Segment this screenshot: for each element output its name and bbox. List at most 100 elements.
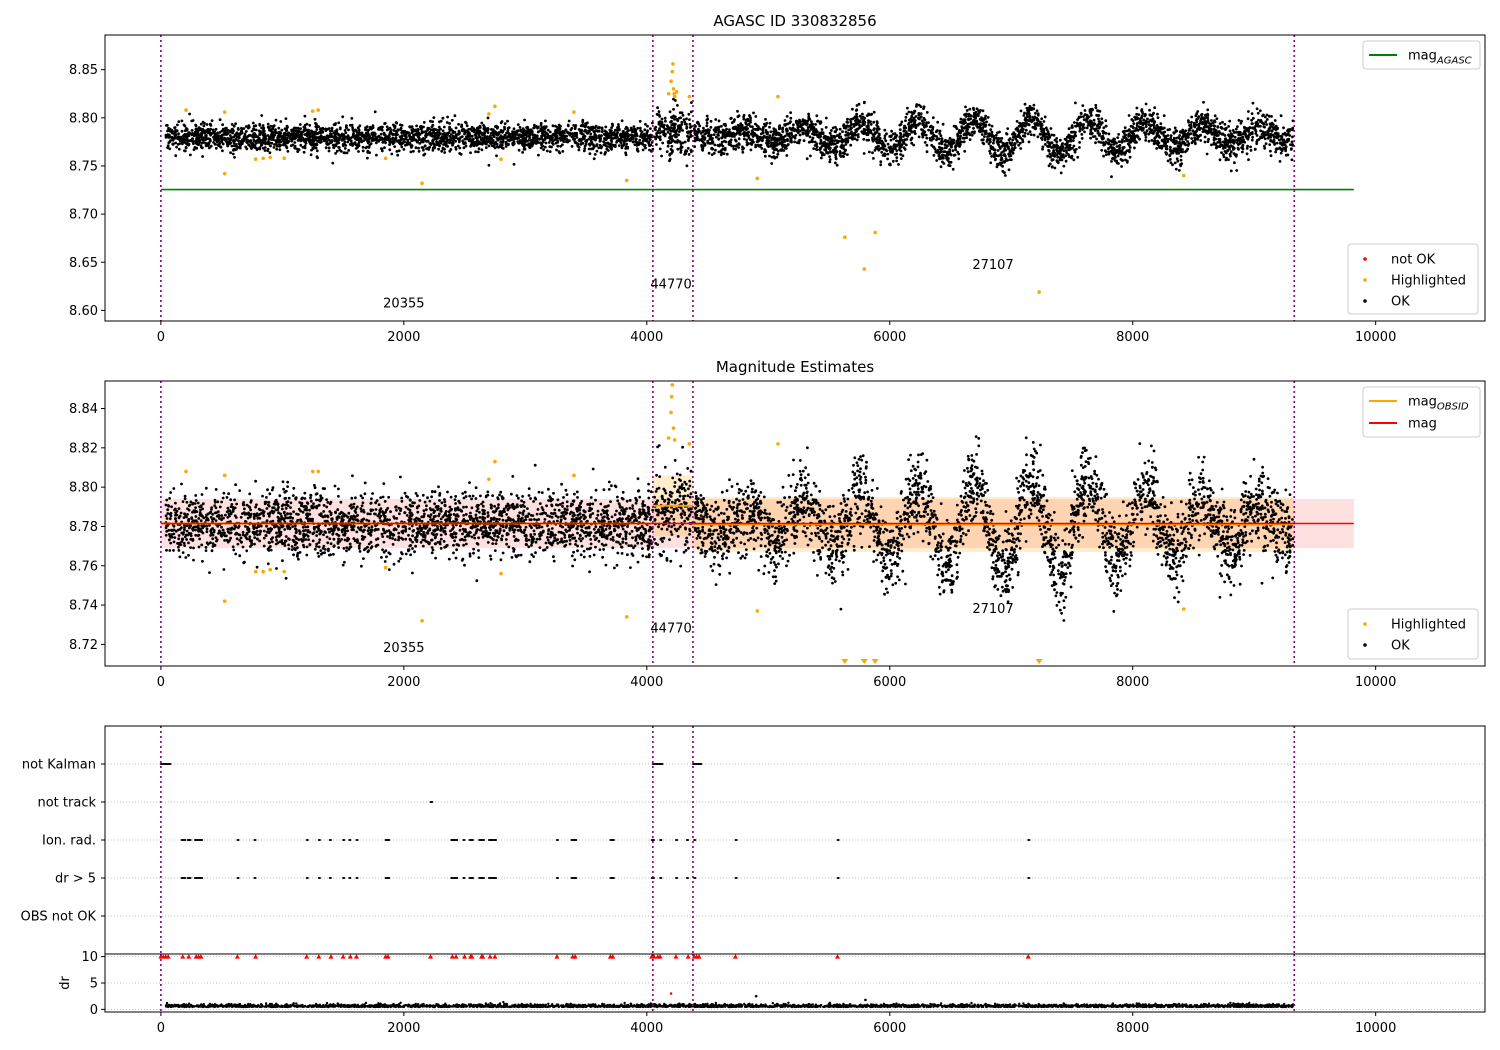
ok-point xyxy=(815,114,819,118)
ok-point xyxy=(1036,112,1040,115)
ok-point xyxy=(948,161,951,164)
ok-point xyxy=(1216,141,1220,144)
ok-point xyxy=(985,120,988,124)
ok-point xyxy=(962,133,966,137)
ok-point xyxy=(980,133,984,136)
ok-point xyxy=(475,141,478,145)
ok-point xyxy=(355,133,359,137)
ok-point xyxy=(344,125,348,129)
ok-point xyxy=(483,132,486,136)
ok-point xyxy=(266,149,270,153)
ok-point xyxy=(483,126,487,130)
ok-point xyxy=(1072,121,1076,124)
ok-point xyxy=(796,125,800,129)
ok-point xyxy=(307,131,311,135)
ok-point xyxy=(1071,139,1075,143)
ok-point xyxy=(458,137,461,141)
ok-point xyxy=(609,131,613,135)
ok-point xyxy=(689,148,693,152)
ok-point xyxy=(1210,119,1213,122)
ok-point xyxy=(655,112,659,116)
ok-point xyxy=(994,133,998,137)
ok-point xyxy=(367,146,371,149)
ok-point xyxy=(496,133,499,137)
ok-point xyxy=(734,139,738,143)
ok-point xyxy=(662,126,666,129)
ok-point xyxy=(678,130,681,134)
ok-point xyxy=(512,162,516,166)
ok-point xyxy=(501,141,505,144)
ok-point xyxy=(496,145,499,149)
ok-point xyxy=(689,125,693,129)
ok-point xyxy=(315,155,319,159)
ok-point xyxy=(702,126,705,130)
ok-point xyxy=(394,121,398,124)
ok-point xyxy=(861,112,864,116)
ok-point xyxy=(253,144,257,147)
ok-point xyxy=(1153,106,1157,110)
ok-point xyxy=(173,126,177,129)
ok-point xyxy=(1181,150,1185,154)
ok-point xyxy=(610,126,613,129)
ok-point xyxy=(220,140,224,144)
ok-point xyxy=(761,139,764,143)
ok-point xyxy=(600,134,603,138)
ok-point xyxy=(1221,120,1224,124)
ok-point xyxy=(258,122,262,126)
ok-point xyxy=(337,121,341,125)
ok-point xyxy=(406,138,410,142)
ok-point xyxy=(1258,109,1262,113)
ok-point xyxy=(1023,111,1026,115)
ok-point xyxy=(476,150,480,154)
ok-point xyxy=(655,143,658,146)
ok-point xyxy=(392,125,396,128)
ok-point xyxy=(1110,175,1113,179)
ok-point xyxy=(1200,112,1204,116)
ok-point xyxy=(688,118,691,121)
ok-point xyxy=(673,115,677,119)
ok-point xyxy=(586,121,589,125)
ok-point xyxy=(900,120,904,124)
ok-point xyxy=(204,131,207,134)
ok-point xyxy=(556,144,560,148)
ok-point xyxy=(518,126,522,129)
ok-point xyxy=(333,123,337,126)
ok-point xyxy=(625,130,629,134)
ok-point xyxy=(327,149,331,153)
ok-point xyxy=(290,139,294,143)
ok-point xyxy=(709,119,713,123)
ok-point xyxy=(620,119,624,123)
ok-point xyxy=(643,143,647,147)
ok-point xyxy=(268,151,272,155)
ok-point xyxy=(465,124,469,128)
ok-point xyxy=(410,125,414,129)
ok-point xyxy=(1207,137,1210,141)
ok-point xyxy=(531,139,534,143)
ok-point xyxy=(856,135,860,139)
ok-point xyxy=(537,153,540,157)
ok-point xyxy=(315,127,319,131)
ok-point xyxy=(947,164,950,167)
ok-point xyxy=(636,142,639,146)
ok-point xyxy=(798,138,802,142)
ok-point xyxy=(1121,138,1124,141)
ok-point xyxy=(558,126,561,130)
ok-point xyxy=(200,141,204,145)
ok-point xyxy=(1047,164,1051,168)
ok-point xyxy=(422,153,426,157)
ok-point xyxy=(378,138,382,142)
ok-point xyxy=(180,119,184,123)
ok-point xyxy=(1117,140,1121,144)
ok-point xyxy=(177,120,181,123)
ok-point xyxy=(578,139,582,143)
ok-point xyxy=(500,130,504,134)
ok-point xyxy=(633,143,637,147)
ok-point xyxy=(1019,109,1023,113)
ok-point xyxy=(965,133,968,137)
ok-point xyxy=(231,139,235,142)
ok-point xyxy=(1169,136,1173,140)
ok-point xyxy=(388,143,391,146)
ok-point xyxy=(1229,150,1233,154)
ok-point xyxy=(577,148,581,152)
